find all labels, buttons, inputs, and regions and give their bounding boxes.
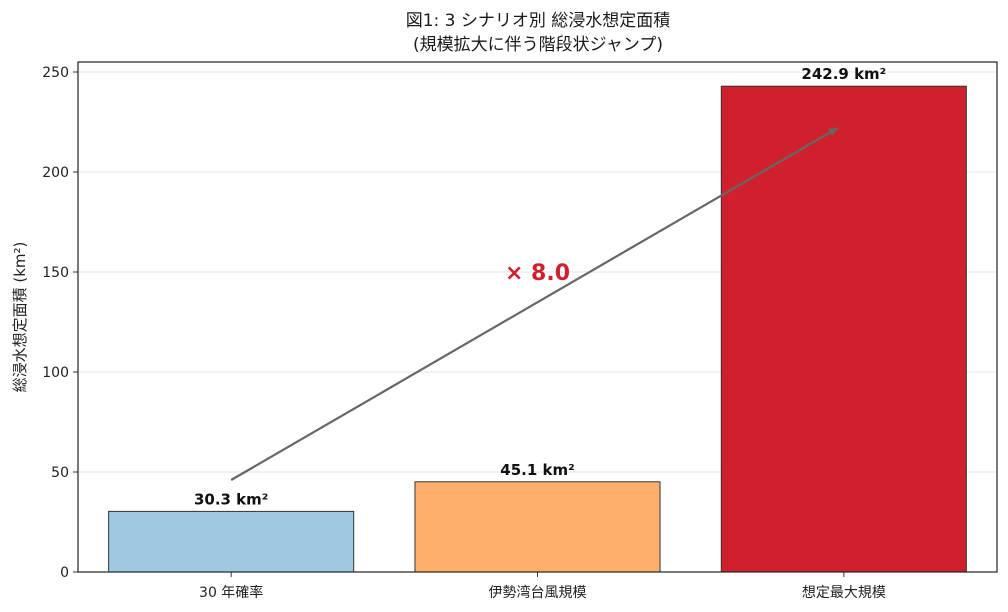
y-tick-label: 50: [51, 465, 69, 481]
bars-layer: [108, 85, 967, 573]
x-tick-label: 30 年確率: [199, 584, 263, 601]
bar: [720, 85, 967, 573]
y-tick-label: 200: [42, 165, 69, 181]
growth-arrow: [230, 127, 839, 481]
bar-data-label: 30.3 km²: [194, 490, 268, 508]
bar: [414, 481, 661, 573]
y-tick-label: 250: [42, 65, 69, 81]
y-tick-label: 0: [60, 565, 69, 581]
y-tick-label: 150: [42, 265, 69, 281]
x-tick-label: 想定最大規模: [802, 585, 886, 601]
plot-frame: [77, 61, 998, 573]
y-axis-label: 総浸水想定面積 (km²): [11, 242, 29, 393]
bar: [108, 510, 355, 573]
bar-data-label: 242.9 km²: [801, 65, 886, 83]
axes-layer: 0 50 100 150 200 250 30 年確率 伊勢湾台風規模 想定最大規模: [42, 61, 998, 601]
growth-multiplier-label: × 8.0: [505, 261, 570, 286]
labels-layer: 30.3 km² 45.1 km² 242.9 km²: [194, 65, 886, 508]
bar-data-label: 45.1 km²: [500, 461, 574, 479]
chart-title-line1: 図1: 3 シナリオ別 総浸水想定面積: [406, 11, 671, 31]
x-tick-label: 伊勢湾台風規模: [489, 584, 587, 601]
annotation-layer: × 8.0: [230, 127, 839, 481]
chart-title-line2: (規模拡大に伴う階段状ジャンプ): [413, 35, 663, 55]
y-tick-label: 100: [42, 365, 69, 381]
